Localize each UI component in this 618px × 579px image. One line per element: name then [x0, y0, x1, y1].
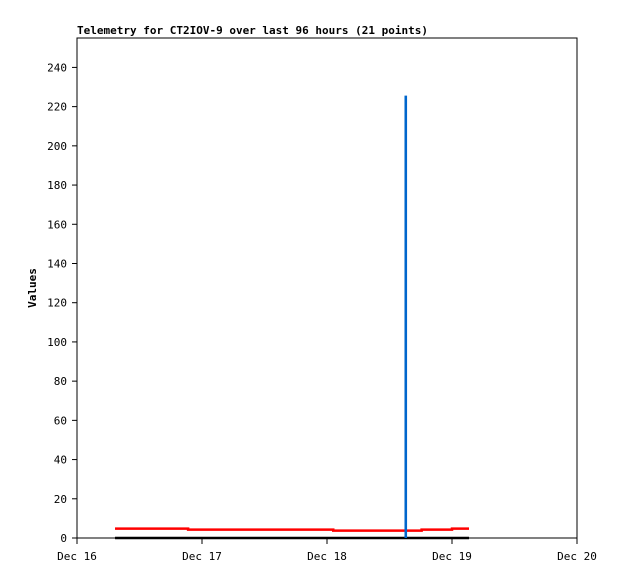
- y-tick-label: 180: [47, 179, 67, 192]
- y-tick-label: 0: [60, 532, 67, 545]
- plot-frame: [76, 37, 578, 539]
- y-tick-label: 40: [54, 454, 67, 467]
- y-tick-label: 80: [54, 375, 67, 388]
- x-tick-label: Dec 16: [57, 550, 97, 563]
- series-line-0: [115, 527, 470, 532]
- x-tick-label: Dec 18: [307, 550, 347, 563]
- y-tick-label: 120: [47, 297, 67, 310]
- y-tick-label: 220: [47, 101, 67, 114]
- y-tick-label: 20: [54, 493, 67, 506]
- y-tick-label: 240: [47, 61, 67, 74]
- y-tick-label: 160: [47, 218, 67, 231]
- y-tick-label: 140: [47, 257, 67, 270]
- y-tick-label: 200: [47, 140, 67, 153]
- chart-title: Telemetry for CT2IOV-9 over last 96 hour…: [77, 24, 428, 37]
- x-tick-label: Dec 20: [557, 550, 597, 563]
- x-tick-label: Dec 17: [182, 550, 222, 563]
- x-tick-label: Dec 19: [432, 550, 472, 563]
- y-axis-label: Values: [26, 268, 39, 308]
- y-tick-label: 100: [47, 336, 67, 349]
- y-tick-label: 60: [54, 414, 67, 427]
